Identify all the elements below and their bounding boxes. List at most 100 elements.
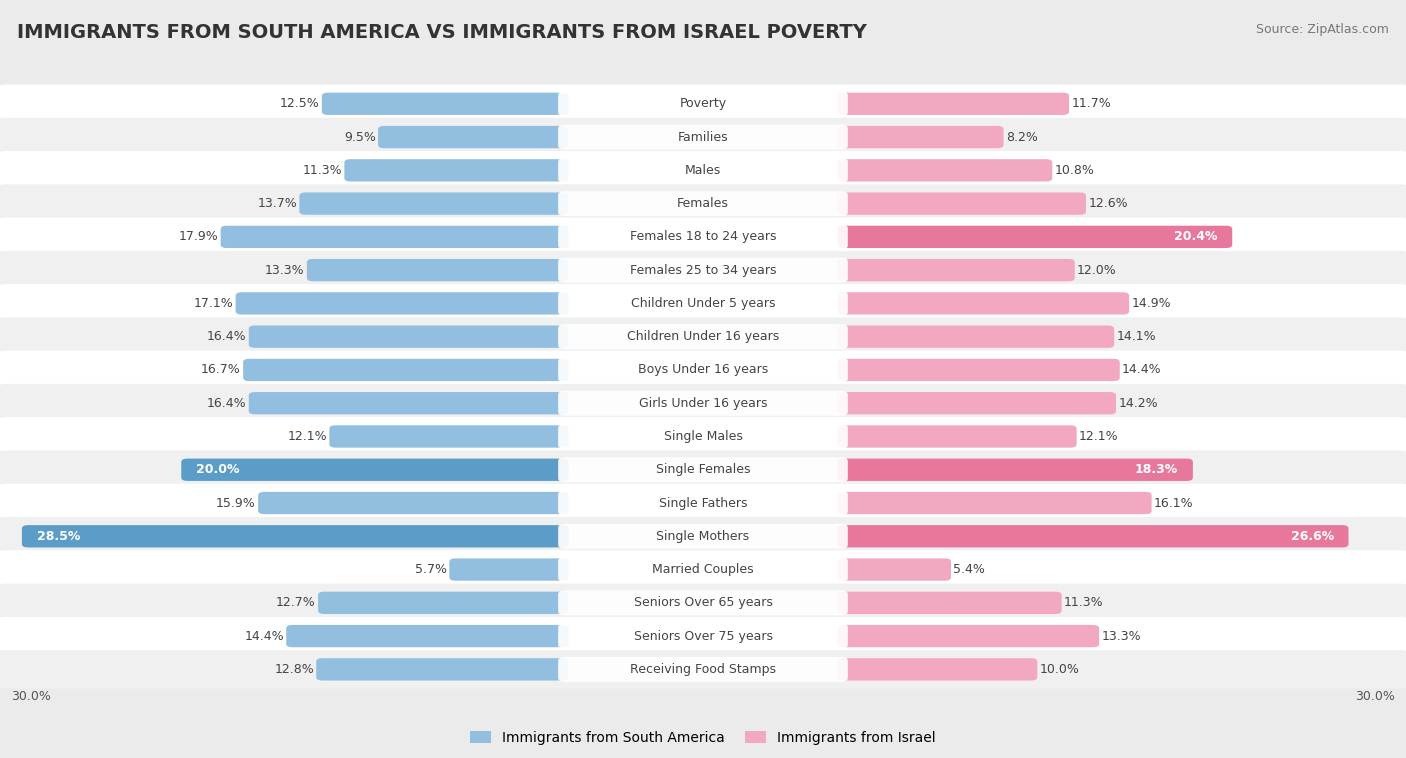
FancyBboxPatch shape [558, 590, 848, 615]
FancyBboxPatch shape [838, 525, 1348, 547]
Text: Females 18 to 24 years: Females 18 to 24 years [630, 230, 776, 243]
FancyBboxPatch shape [838, 92, 1069, 115]
FancyBboxPatch shape [838, 592, 1062, 614]
FancyBboxPatch shape [0, 151, 1406, 190]
Text: Receiving Food Stamps: Receiving Food Stamps [630, 662, 776, 676]
Text: 28.5%: 28.5% [37, 530, 80, 543]
FancyBboxPatch shape [329, 425, 568, 448]
Text: Boys Under 16 years: Boys Under 16 years [638, 363, 768, 377]
FancyBboxPatch shape [307, 259, 568, 281]
Text: Females: Females [678, 197, 728, 210]
FancyBboxPatch shape [0, 351, 1406, 390]
FancyBboxPatch shape [0, 384, 1406, 422]
FancyBboxPatch shape [322, 92, 568, 115]
FancyBboxPatch shape [838, 492, 1152, 514]
Text: 12.1%: 12.1% [287, 430, 328, 443]
FancyBboxPatch shape [0, 484, 1406, 522]
FancyBboxPatch shape [0, 617, 1406, 656]
FancyBboxPatch shape [0, 450, 1406, 489]
Text: 16.4%: 16.4% [207, 330, 246, 343]
Text: 11.3%: 11.3% [302, 164, 342, 177]
Text: 30.0%: 30.0% [1355, 690, 1395, 703]
Text: 14.4%: 14.4% [245, 630, 284, 643]
FancyBboxPatch shape [558, 258, 848, 283]
Text: 18.3%: 18.3% [1135, 463, 1178, 476]
FancyBboxPatch shape [558, 490, 848, 515]
FancyBboxPatch shape [287, 625, 568, 647]
FancyBboxPatch shape [316, 658, 568, 681]
Text: 14.1%: 14.1% [1116, 330, 1156, 343]
FancyBboxPatch shape [243, 359, 568, 381]
FancyBboxPatch shape [318, 592, 568, 614]
Text: 30.0%: 30.0% [11, 690, 51, 703]
FancyBboxPatch shape [838, 293, 1129, 315]
FancyBboxPatch shape [558, 557, 848, 582]
Text: 10.0%: 10.0% [1039, 662, 1080, 676]
FancyBboxPatch shape [838, 392, 1116, 415]
Text: Seniors Over 65 years: Seniors Over 65 years [634, 597, 772, 609]
FancyBboxPatch shape [558, 291, 848, 316]
Text: Males: Males [685, 164, 721, 177]
FancyBboxPatch shape [450, 559, 568, 581]
Text: Girls Under 16 years: Girls Under 16 years [638, 396, 768, 410]
FancyBboxPatch shape [0, 584, 1406, 622]
Text: Seniors Over 75 years: Seniors Over 75 years [634, 630, 772, 643]
Text: 17.1%: 17.1% [194, 297, 233, 310]
FancyBboxPatch shape [838, 193, 1085, 215]
Text: Single Fathers: Single Fathers [659, 496, 747, 509]
FancyBboxPatch shape [558, 191, 848, 216]
FancyBboxPatch shape [236, 293, 568, 315]
Text: 20.4%: 20.4% [1174, 230, 1218, 243]
FancyBboxPatch shape [299, 193, 568, 215]
FancyBboxPatch shape [0, 550, 1406, 589]
FancyBboxPatch shape [0, 218, 1406, 256]
Text: 17.9%: 17.9% [179, 230, 218, 243]
FancyBboxPatch shape [838, 658, 1038, 681]
Legend: Immigrants from South America, Immigrants from Israel: Immigrants from South America, Immigrant… [464, 725, 942, 750]
Text: Families: Families [678, 130, 728, 143]
Text: Children Under 5 years: Children Under 5 years [631, 297, 775, 310]
FancyBboxPatch shape [558, 524, 848, 549]
FancyBboxPatch shape [0, 251, 1406, 290]
Text: 9.5%: 9.5% [344, 130, 375, 143]
FancyBboxPatch shape [259, 492, 568, 514]
Text: 12.8%: 12.8% [274, 662, 314, 676]
FancyBboxPatch shape [378, 126, 568, 149]
Text: 14.2%: 14.2% [1118, 396, 1159, 410]
FancyBboxPatch shape [558, 224, 848, 249]
Text: 14.4%: 14.4% [1122, 363, 1161, 377]
FancyBboxPatch shape [838, 625, 1099, 647]
FancyBboxPatch shape [558, 358, 848, 383]
FancyBboxPatch shape [558, 124, 848, 149]
Text: 13.3%: 13.3% [1101, 630, 1142, 643]
FancyBboxPatch shape [558, 158, 848, 183]
FancyBboxPatch shape [249, 325, 568, 348]
Text: 5.7%: 5.7% [415, 563, 447, 576]
FancyBboxPatch shape [0, 517, 1406, 556]
FancyBboxPatch shape [249, 392, 568, 415]
FancyBboxPatch shape [221, 226, 568, 248]
Text: IMMIGRANTS FROM SOUTH AMERICA VS IMMIGRANTS FROM ISRAEL POVERTY: IMMIGRANTS FROM SOUTH AMERICA VS IMMIGRA… [17, 23, 866, 42]
FancyBboxPatch shape [0, 650, 1406, 689]
FancyBboxPatch shape [558, 390, 848, 415]
Text: Married Couples: Married Couples [652, 563, 754, 576]
Text: Children Under 16 years: Children Under 16 years [627, 330, 779, 343]
Text: Single Mothers: Single Mothers [657, 530, 749, 543]
FancyBboxPatch shape [838, 425, 1077, 448]
Text: 10.8%: 10.8% [1054, 164, 1094, 177]
FancyBboxPatch shape [0, 84, 1406, 123]
FancyBboxPatch shape [838, 559, 950, 581]
FancyBboxPatch shape [558, 324, 848, 349]
Text: 16.1%: 16.1% [1154, 496, 1194, 509]
FancyBboxPatch shape [838, 126, 1004, 149]
FancyBboxPatch shape [181, 459, 568, 481]
Text: Single Males: Single Males [664, 430, 742, 443]
Text: Females 25 to 34 years: Females 25 to 34 years [630, 264, 776, 277]
FancyBboxPatch shape [838, 359, 1119, 381]
Text: 5.4%: 5.4% [953, 563, 986, 576]
Text: 12.5%: 12.5% [280, 97, 319, 111]
FancyBboxPatch shape [0, 318, 1406, 356]
Text: 16.7%: 16.7% [201, 363, 240, 377]
Text: Single Females: Single Females [655, 463, 751, 476]
Text: Poverty: Poverty [679, 97, 727, 111]
